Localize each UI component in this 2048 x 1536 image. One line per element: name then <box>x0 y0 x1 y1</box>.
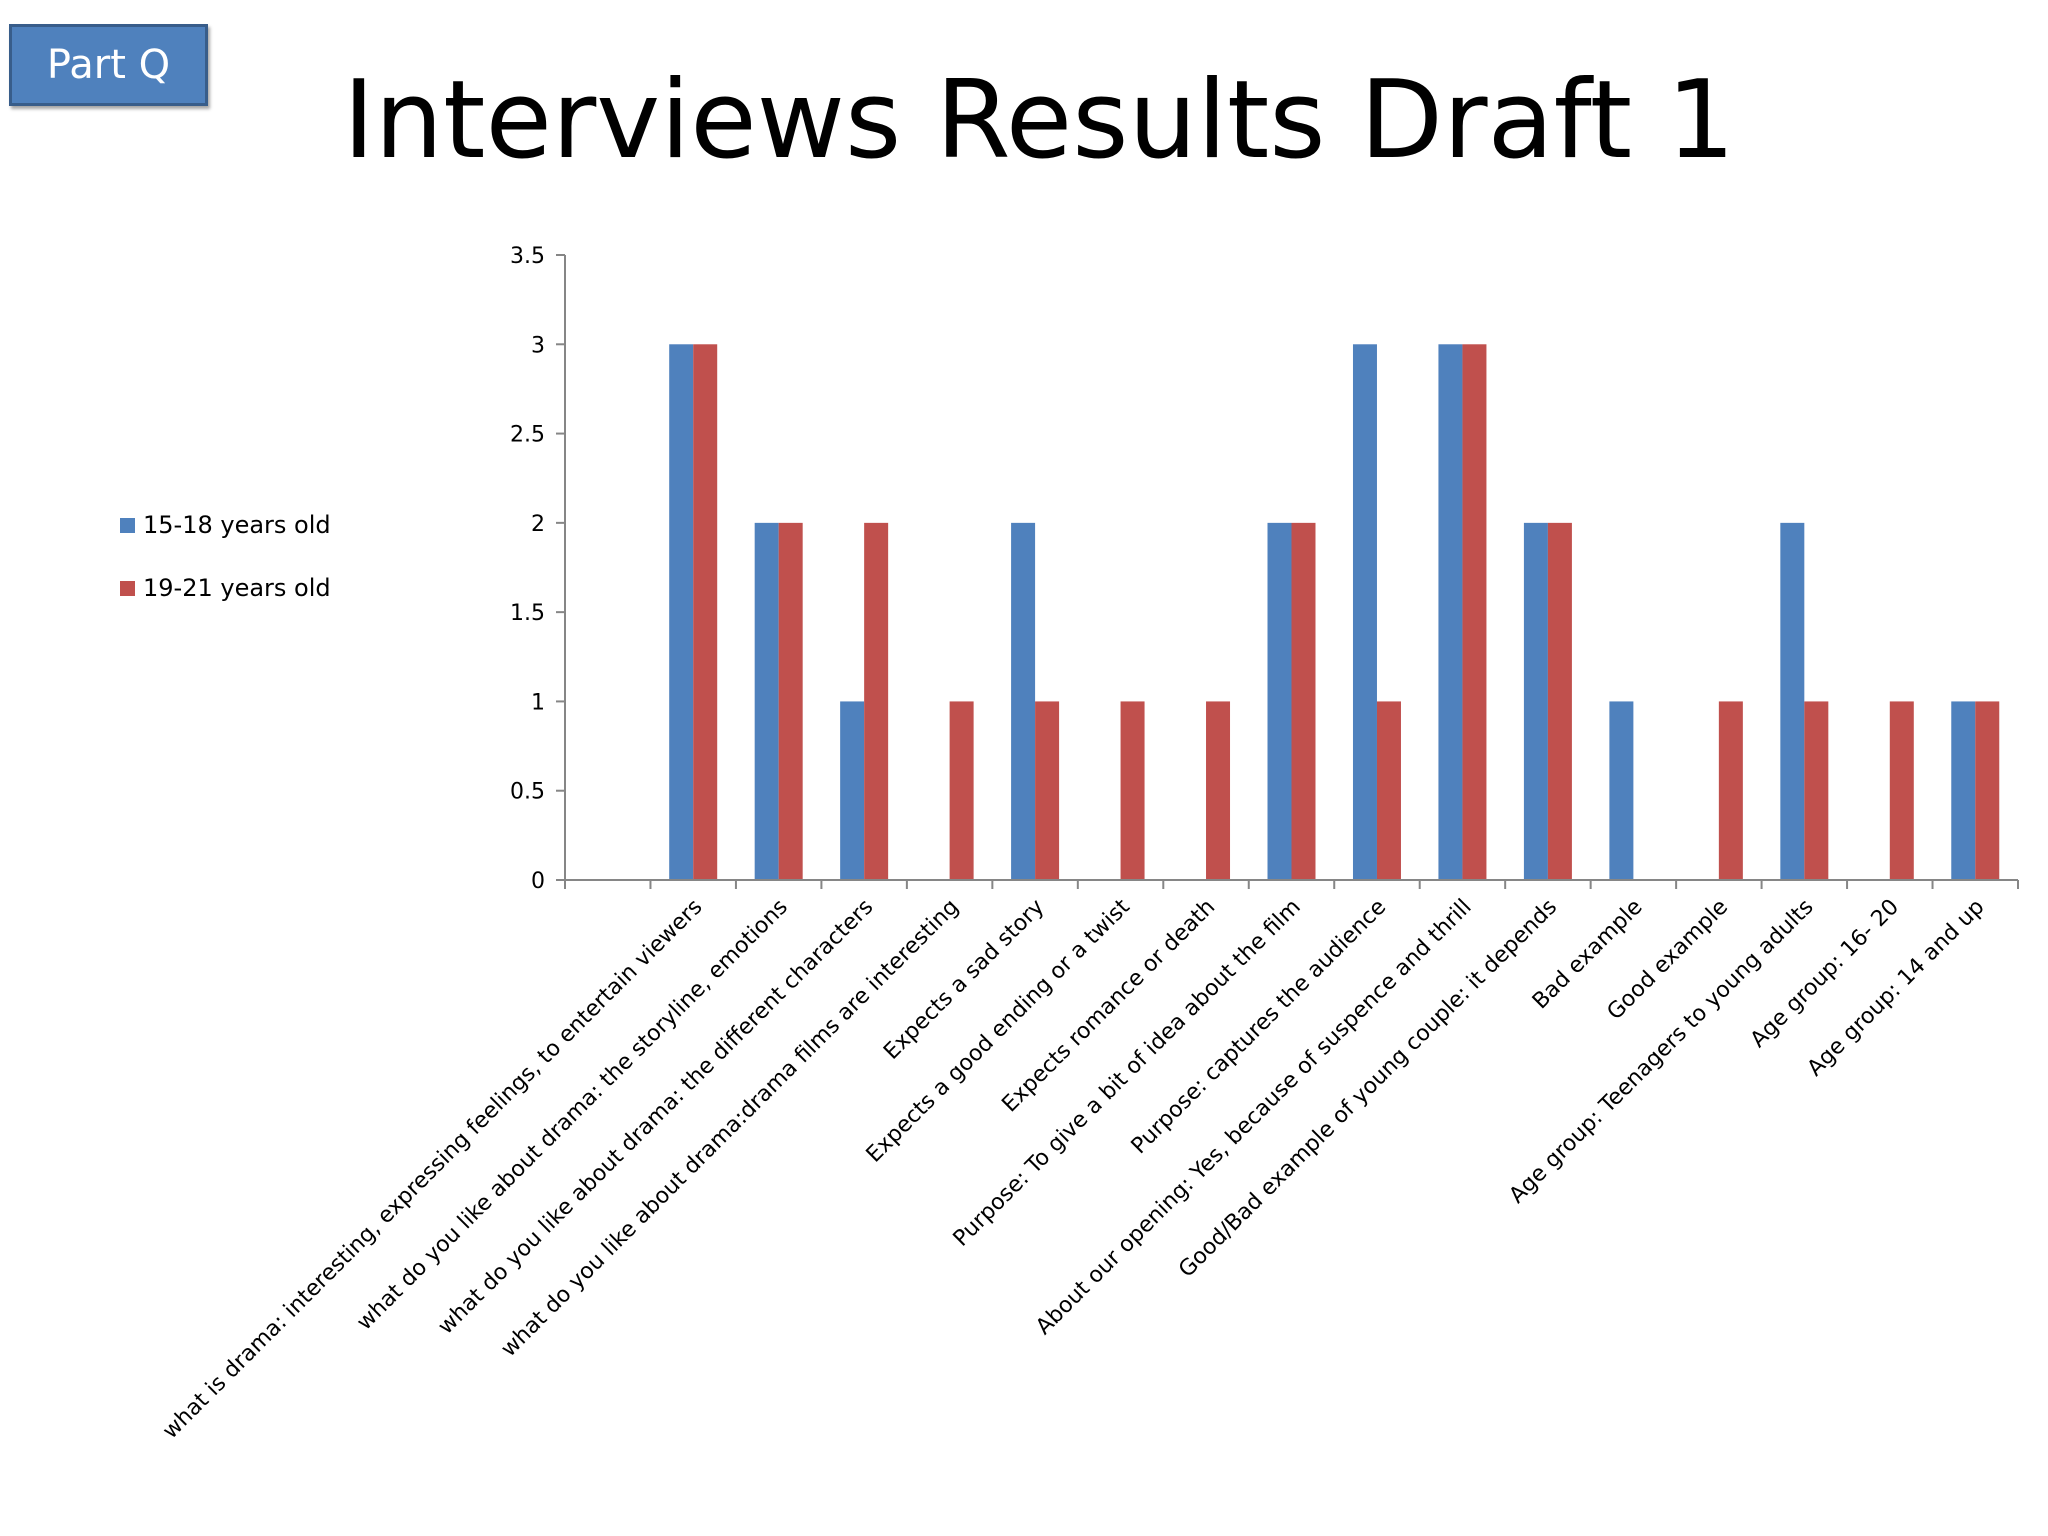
bar-series-2-16 <box>1975 701 2000 880</box>
bar-series-2-10 <box>1462 344 1487 880</box>
legend-item-series-1: 15-18 years old <box>120 510 331 540</box>
slide-title: Interviews Results Draft 1 <box>342 58 1736 183</box>
legend-swatch-series-1 <box>120 517 135 533</box>
y-tick-label: 0.5 <box>510 780 545 805</box>
y-tick-label: 0 <box>531 869 545 894</box>
y-tick-label: 2.5 <box>510 423 545 448</box>
x-category-label: Expects a sad story <box>879 895 1049 1065</box>
bar-series-2-2 <box>778 522 803 880</box>
bar-series-1-10 <box>1438 344 1463 880</box>
legend-label-series-1: 15-18 years old <box>143 511 331 539</box>
legend-label-series-2: 19-21 years old <box>143 574 331 602</box>
bar-series-1-9 <box>1352 344 1377 880</box>
y-tick-label: 3.5 <box>510 244 545 269</box>
y-tick-label: 1 <box>531 690 545 715</box>
x-category-label: Age group: Teenagers to young adults <box>1505 895 1819 1209</box>
bar-series-2-6 <box>1120 701 1145 880</box>
bar-series-2-11 <box>1547 522 1572 880</box>
x-category-label: what is drama: interesting, expressing f… <box>158 895 707 1444</box>
bar-series-1-11 <box>1523 522 1548 880</box>
bar-series-2-3 <box>864 522 889 880</box>
y-tick-label: 1.5 <box>510 601 545 626</box>
bar-series-2-9 <box>1376 701 1401 880</box>
legend-swatch-series-2 <box>120 580 135 596</box>
bar-series-2-14 <box>1804 701 1829 880</box>
bar-series-1-12 <box>1609 701 1634 880</box>
x-category-label: Age group: 14 and up <box>1803 895 1990 1082</box>
bar-series-1-1 <box>669 344 694 880</box>
x-axis: what is drama: interesting, expressing f… <box>158 879 2019 1444</box>
legend: 15-18 years old 19-21 years old <box>120 510 331 636</box>
y-tick-label: 2 <box>531 512 545 537</box>
bar-series-1-14 <box>1780 522 1805 880</box>
legend-item-series-2: 19-21 years old <box>120 573 331 603</box>
bars <box>669 344 2000 880</box>
x-category-label: Age group: 16- 20 <box>1746 895 1904 1053</box>
bar-series-2-5 <box>1035 701 1060 880</box>
bar-series-2-7 <box>1206 701 1231 880</box>
bar-series-1-8 <box>1267 522 1292 880</box>
bar-series-1-16 <box>1951 701 1976 880</box>
bar-series-2-1 <box>693 344 718 880</box>
part-q-button[interactable]: Part Q <box>9 24 208 106</box>
bar-series-1-2 <box>754 522 779 880</box>
bar-series-1-5 <box>1011 522 1036 880</box>
y-tick-label: 3 <box>531 333 545 358</box>
bar-series-1-3 <box>840 701 865 880</box>
y-axis: 0 0.5 1 1.5 2 2.5 3 3.5 <box>510 244 566 894</box>
bar-series-2-15 <box>1889 701 1914 880</box>
bar-series-2-13 <box>1718 701 1743 880</box>
bar-series-2-4 <box>949 701 974 880</box>
bar-series-2-8 <box>1291 522 1316 880</box>
